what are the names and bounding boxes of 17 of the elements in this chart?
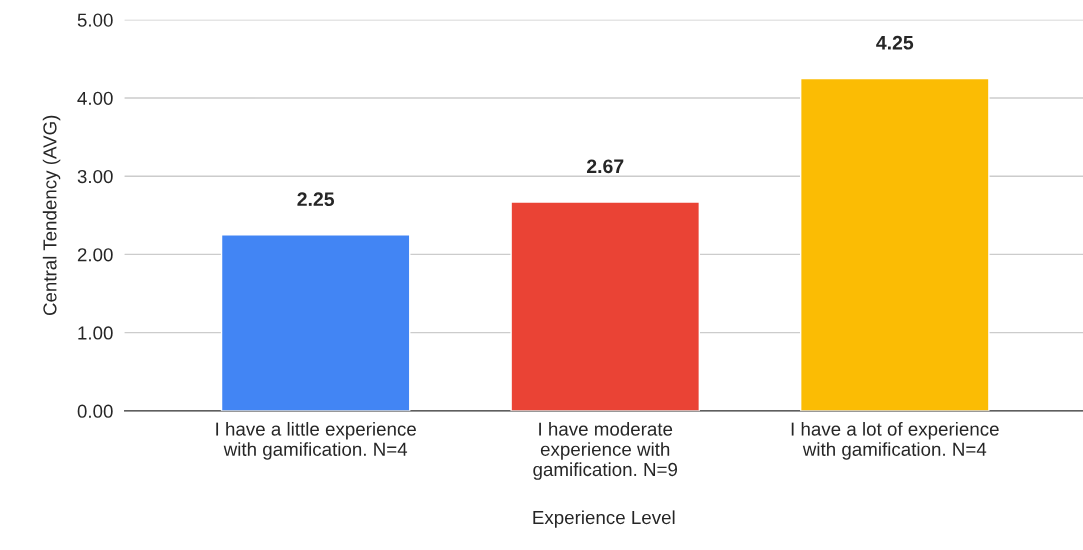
bar (799, 77, 990, 411)
x-tick-label: I have a little experience with gamification. N=4 (216, 421, 416, 460)
y-tick-label: 3.00 (77, 169, 113, 184)
y-tick-label: 2.00 (77, 248, 113, 262)
bar (510, 201, 701, 411)
bar (220, 234, 411, 411)
data-label: 2.25 (297, 192, 335, 207)
y-axis-title: Central Tendency (AVG) (42, 115, 61, 316)
y-tick-label: 5.00 (77, 13, 113, 27)
y-tick-label: 4.00 (77, 91, 113, 105)
x-axis-title: Experience Level (533, 510, 675, 528)
y-tick-label: 0.00 (77, 404, 113, 418)
data-label: 2.67 (586, 159, 624, 174)
data-label: 4.25 (876, 35, 914, 50)
x-tick-label: I have a lot of experience with gamification. N=4 (791, 421, 999, 460)
y-tick-label: 1.00 (78, 326, 113, 340)
x-tick-label: I have moderate experience with gamification. N=9 (533, 421, 678, 480)
